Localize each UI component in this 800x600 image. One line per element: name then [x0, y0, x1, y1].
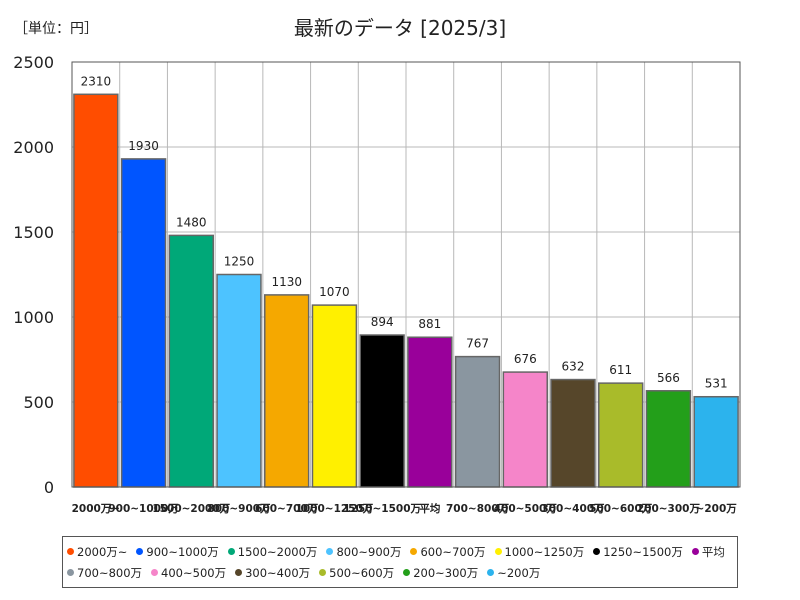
plot-frame [71, 61, 741, 488]
bar [264, 294, 310, 488]
legend-item: 800~900万 [326, 541, 401, 562]
x-tick-label: 500~600万 [589, 503, 653, 515]
bar [311, 304, 358, 488]
legend-dot-icon [67, 569, 74, 576]
legend: 2000万~ 900~1000万 1500~2000万 800~900万 600~700… [62, 536, 738, 588]
x-tick-label: 900~1000万 [108, 503, 179, 515]
legend-item: 2000万~ [67, 541, 127, 562]
legend-item: 平均 [691, 541, 725, 562]
legend-dot-icon [67, 548, 74, 555]
legend-dot-icon [227, 548, 235, 555]
bar [120, 158, 167, 488]
legend-label: 500~600万 [329, 565, 395, 580]
data-label: 632 [562, 360, 585, 374]
legend-item: 600~700万 [410, 541, 486, 562]
legend-dot-icon [403, 569, 411, 576]
legend-dot-icon [235, 569, 243, 576]
bar [168, 234, 214, 488]
data-label: 1250 [224, 255, 255, 269]
data-label: 1070 [319, 285, 350, 299]
legend-item: 500~600万 [319, 562, 394, 583]
data-label: 1480 [176, 215, 207, 229]
bars [73, 93, 739, 488]
bar [502, 371, 548, 488]
legend-dot-icon [136, 548, 144, 555]
y-tick-label: 1000 [13, 308, 54, 327]
legend-dot-icon [487, 569, 495, 576]
legend-label: 800~900万 [336, 544, 402, 559]
legend-label: 1250~1500万 [603, 544, 683, 559]
data-label: 1930 [128, 139, 159, 153]
data-labels: 2310 1930 1480 1250 1130 1070 894 881 767 676 632 6… [81, 74, 728, 390]
x-axis-labels: 2000万~900~1000万1500~2000万800~900万600~700… [72, 502, 738, 515]
legend-dot-icon [410, 548, 418, 555]
bar [73, 93, 119, 488]
x-tick-label: 1250~1500万 [343, 503, 421, 515]
legend-item: 300~400万 [235, 562, 310, 583]
legend-label: 600~700万 [420, 544, 486, 559]
data-label: 676 [514, 352, 537, 366]
legend-label: 300~400万 [245, 565, 311, 580]
legend-item: 900~1000万 [136, 541, 219, 562]
data-label: 1130 [271, 275, 302, 289]
legend-dot-icon [691, 548, 699, 555]
data-label: 611 [609, 363, 632, 377]
bar [550, 378, 596, 488]
x-tick-label: 1500~2000万 [152, 503, 230, 515]
bar [645, 390, 692, 488]
bar [693, 395, 739, 488]
legend-item: 700~800万 [67, 562, 142, 583]
x-tick-label: 600~700万 [255, 503, 319, 515]
data-label: 531 [705, 377, 728, 391]
legend-item: ~200万 [487, 562, 540, 583]
y-axis-labels: 0 500 1000 1500 2000 2500 [13, 53, 54, 497]
legend-dot-icon [326, 548, 334, 555]
x-tick-label: 200~300万 [637, 503, 701, 515]
legend-label: 1500~2000万 [237, 544, 318, 559]
bar [598, 382, 644, 488]
data-label: 881 [418, 317, 441, 331]
x-tick-label: 800~900万 [207, 503, 271, 515]
legend-label: 2000万~ [77, 544, 128, 559]
legend-dot-icon [151, 569, 159, 576]
x-tick-label: 700~800万 [446, 503, 510, 515]
legend-label: 700~800万 [77, 565, 143, 580]
legend-label: 400~500万 [161, 565, 227, 580]
unit-label: ［単位：円］ [14, 21, 98, 37]
x-tick-label: ~200万 [696, 503, 738, 515]
chart-title: 最新のデータ [2025/3] [293, 16, 507, 40]
bar-chart: 0 500 1000 1500 2000 2500 2000万~900~1000万1500… [13, 53, 741, 515]
y-tick-label: 2500 [13, 53, 54, 72]
data-label: 894 [371, 315, 394, 329]
legend-label: ~200万 [497, 565, 541, 580]
legend-dot-icon [494, 548, 502, 555]
legend-label: 平均 [701, 544, 725, 559]
y-tick-label: 500 [23, 393, 54, 412]
legend-item: 200~300万 [403, 562, 478, 583]
data-label: 2310 [81, 74, 112, 88]
legend-label: 200~300万 [413, 565, 479, 580]
legend-item: 1250~1500万 [593, 541, 683, 562]
legend-item: 1500~2000万 [227, 541, 318, 562]
data-label: 767 [466, 337, 489, 351]
x-tick-label: 400~500万 [494, 503, 558, 515]
legend-label: 1000~1250万 [504, 544, 585, 559]
legend-label: 900~1000万 [146, 544, 219, 559]
bar [407, 336, 453, 488]
legend-item: 400~500万 [151, 562, 226, 583]
legend-dot-icon [593, 548, 601, 555]
x-tick-label: 1000~1250万 [296, 503, 374, 515]
legend-dot-icon [319, 569, 327, 576]
legend-item: 1000~1250万 [494, 541, 585, 562]
y-tick-label: 0 [44, 478, 54, 497]
bar [454, 355, 501, 488]
x-tick-label: 平均 [419, 502, 440, 515]
data-label: 566 [657, 371, 680, 385]
bar [359, 334, 405, 488]
y-tick-label: 2000 [13, 138, 54, 157]
x-tick-label: 300~400万 [541, 503, 605, 515]
bar [216, 273, 262, 488]
y-tick-label: 1500 [13, 223, 54, 242]
x-tick-label: 2000万~ [72, 503, 121, 515]
